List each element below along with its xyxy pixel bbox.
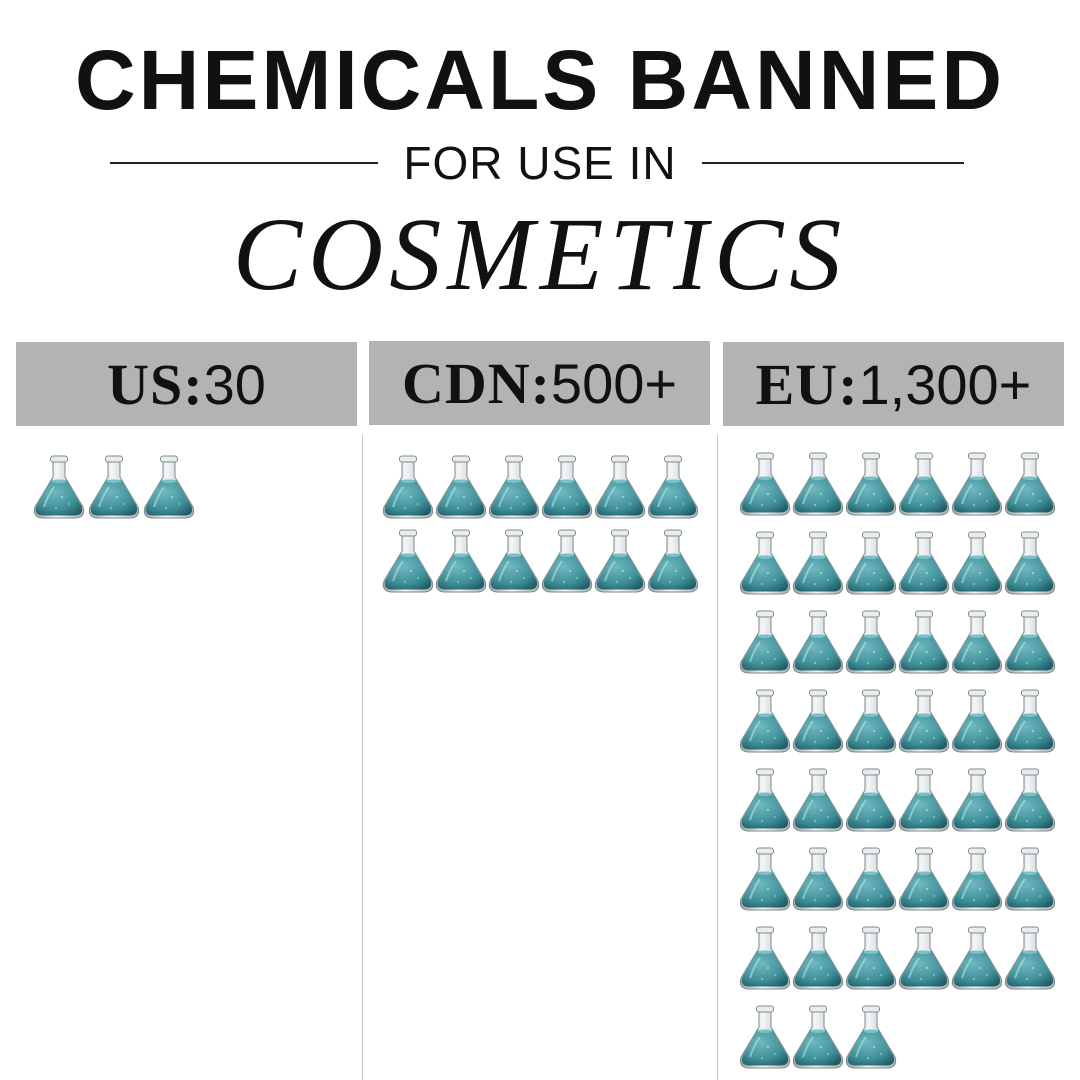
flask-icon: [541, 455, 593, 519]
flask-icon: [739, 452, 791, 516]
flask-icon: [898, 610, 950, 674]
flask-icon: [951, 531, 1003, 595]
flask-icon: [88, 455, 140, 519]
flask-icon: [488, 455, 540, 519]
flask-icon: [143, 455, 195, 519]
flask-icon: [792, 689, 844, 753]
flask-icon: [845, 689, 897, 753]
flask-icon: [792, 531, 844, 595]
flask-icon: [845, 531, 897, 595]
flask-icon: [845, 610, 897, 674]
flask-icon: [1004, 847, 1056, 911]
flask-icon: [845, 926, 897, 990]
flask-icon: [382, 455, 434, 519]
flask-icon: [898, 531, 950, 595]
flask-icon: [739, 926, 791, 990]
column-code-us: US:: [107, 351, 204, 417]
flask-icon: [594, 529, 646, 593]
column-value-us: 30: [203, 352, 266, 416]
flask-icon: [435, 529, 487, 593]
chart-subtitle: FOR USE IN: [403, 137, 677, 189]
flask-icon: [951, 768, 1003, 832]
flask-icon: [792, 610, 844, 674]
flask-icon: [739, 531, 791, 595]
column-header-eu: EU: 1,300+: [723, 342, 1064, 426]
flask-icon: [435, 455, 487, 519]
flask-icon: [33, 455, 85, 519]
flask-icon: [951, 610, 1003, 674]
column-divider: [362, 435, 363, 1080]
flask-icon: [845, 452, 897, 516]
flask-icon: [1004, 926, 1056, 990]
chart-headline: COSMETICS: [232, 197, 848, 312]
flask-icon: [739, 689, 791, 753]
flask-icon: [739, 847, 791, 911]
flask-icon: [951, 847, 1003, 911]
flask-icon: [792, 1005, 844, 1069]
column-code-eu: EU:: [755, 351, 859, 417]
flask-icon: [647, 529, 699, 593]
flask-icon: [951, 452, 1003, 516]
column-header-us: US: 30: [16, 342, 357, 426]
flask-icon: [951, 689, 1003, 753]
flask-icon: [898, 926, 950, 990]
flask-icon: [845, 1005, 897, 1069]
flask-icon: [1004, 452, 1056, 516]
chart-title: CHEMICALS BANNED: [75, 33, 1005, 127]
column-code-cdn: CDN:: [401, 350, 551, 416]
title-rule-left: [110, 162, 378, 164]
flask-icon: [541, 529, 593, 593]
flask-icon: [951, 926, 1003, 990]
flask-icon: [1004, 531, 1056, 595]
flask-icon: [739, 768, 791, 832]
flask-icon: [792, 847, 844, 911]
flask-icon: [845, 847, 897, 911]
flask-icon: [792, 768, 844, 832]
flask-icon: [739, 1005, 791, 1069]
column-value-eu: 1,300+: [858, 352, 1032, 416]
flask-icon: [594, 455, 646, 519]
flask-icon: [739, 610, 791, 674]
column-header-cdn: CDN: 500+: [369, 341, 710, 425]
column-divider: [717, 435, 718, 1080]
flask-icon: [382, 529, 434, 593]
flask-icon: [488, 529, 540, 593]
flask-icon: [898, 768, 950, 832]
title-rule-right: [702, 162, 964, 164]
flask-icon: [898, 689, 950, 753]
flask-icon: [898, 452, 950, 516]
column-value-cdn: 500+: [550, 351, 678, 415]
flask-icon: [1004, 610, 1056, 674]
flask-icon: [1004, 689, 1056, 753]
flask-icon: [1004, 768, 1056, 832]
flask-icon: [792, 926, 844, 990]
flask-icon: [792, 452, 844, 516]
flask-icon: [898, 847, 950, 911]
flask-icon: [845, 768, 897, 832]
flask-icon: [647, 455, 699, 519]
